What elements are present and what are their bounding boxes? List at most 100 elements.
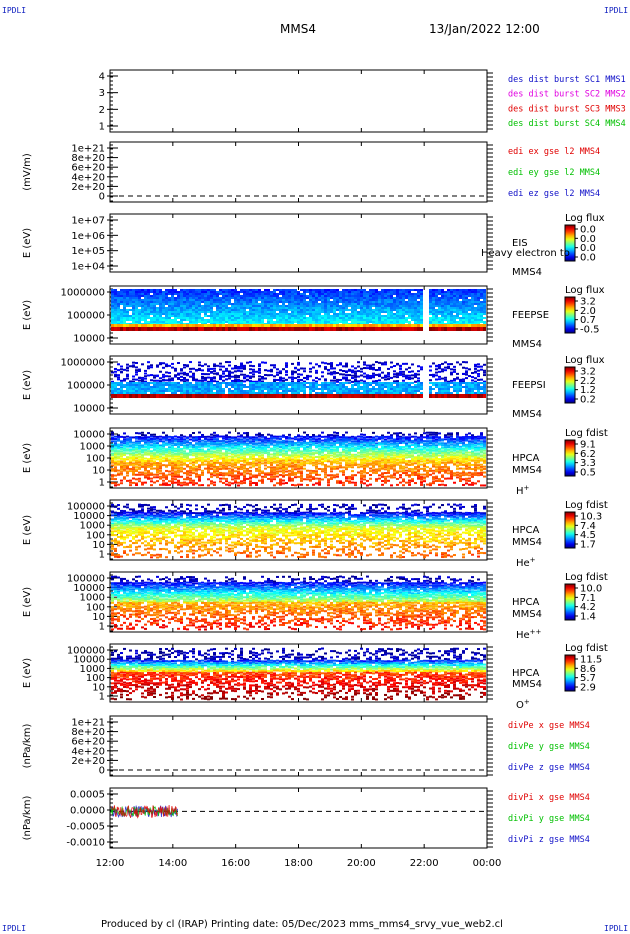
spectrogram-cell: [177, 305, 180, 307]
spectrogram-cell: [171, 293, 174, 295]
spectrogram-cell: [363, 367, 366, 370]
spectrogram-cell: [210, 309, 213, 311]
spectrogram-cell: [303, 394, 306, 398]
spectrogram-cell: [339, 382, 342, 384]
spectrogram-cell: [279, 301, 282, 303]
colorbar-tick-label: 11.5: [580, 655, 602, 666]
spectrogram-cell: [372, 372, 375, 375]
spectrogram-cell: [111, 313, 114, 315]
spectrogram-cell: [465, 297, 468, 299]
spectrogram-cell: [144, 388, 147, 390]
spectrogram-cell: [444, 369, 447, 372]
spectrogram-cell: [270, 382, 273, 384]
spectrogram-cell: [279, 321, 282, 323]
spectrogram-cell: [366, 311, 369, 313]
spectrogram-cell: [273, 291, 276, 293]
spectrogram-cell: [327, 309, 330, 311]
spectrogram-cell: [279, 315, 282, 317]
spectrogram-cell: [171, 307, 174, 309]
spectrogram-cell: [204, 303, 207, 305]
spectrogram-cell: [477, 365, 480, 368]
spectrogram-cell: [207, 307, 210, 309]
spectrogram-cell: [126, 441, 129, 444]
spectrogram-cell: [159, 324, 162, 327]
spectrogram-cell: [474, 301, 477, 303]
spectrogram-cell: [381, 309, 384, 311]
spectrogram-cell: [378, 321, 381, 323]
spectrogram-cell: [450, 392, 453, 394]
spectrogram-cell: [324, 307, 327, 309]
spectrogram-cell: [159, 311, 162, 313]
spectrogram-cell: [123, 438, 126, 441]
spectrogram-cell: [429, 317, 432, 319]
spectrogram-cell: [303, 390, 306, 392]
spectrogram-cell: [372, 295, 375, 297]
spectrogram-cell: [420, 319, 423, 321]
spectrogram-cell: [336, 295, 339, 297]
spectrogram-cell: [183, 373, 186, 376]
spectrogram-cell: [333, 313, 336, 315]
instrument-label: EIS: [512, 238, 528, 249]
panel-frame-9: [109, 715, 488, 777]
spectrogram-cell: [474, 324, 477, 327]
y-axis-label: E (eV): [22, 515, 33, 545]
spectrogram-cell: [333, 372, 336, 375]
spectrogram-cell: [204, 363, 207, 366]
spectrogram-cell: [366, 388, 369, 390]
spectrogram-cell: [225, 309, 228, 311]
spectrogram-cell: [474, 303, 477, 305]
spectrogram-cell: [117, 295, 120, 297]
spectrogram-cell: [237, 321, 240, 323]
spectrogram-cell: [429, 313, 432, 315]
spectrogram-cell: [114, 462, 117, 465]
spectrogram-cell: [258, 327, 261, 331]
spectrogram-cell: [324, 311, 327, 313]
spectrogram-cell: [339, 305, 342, 307]
spectrogram-cell: [408, 313, 411, 315]
spectrogram-cell: [117, 438, 120, 441]
colorbar-tick-label: 5.7: [580, 673, 596, 684]
spectrogram-cell: [363, 299, 366, 301]
spectrogram-cell: [396, 390, 399, 392]
spectrogram-cell: [123, 432, 126, 435]
spectrogram-cell: [126, 309, 129, 311]
spectrogram-cell: [141, 378, 144, 381]
spectrogram-cell: [396, 319, 399, 321]
spectrogram-cell: [141, 293, 144, 295]
spectrogram-cell: [390, 394, 393, 398]
spectrogram-cell: [294, 295, 297, 297]
spectrogram-cell: [285, 364, 288, 367]
spectrogram-cell: [312, 293, 315, 295]
spectrogram-cell: [120, 460, 123, 463]
spectrogram-cell: [327, 313, 330, 315]
spectrogram-cell: [381, 371, 384, 374]
spectrogram-cell: [306, 305, 309, 307]
spectrogram-cell: [228, 327, 231, 331]
spectrogram-cell: [288, 321, 291, 323]
spectrogram-cell: [417, 289, 420, 291]
spectrogram-cell: [204, 377, 207, 380]
spectrogram-cell: [288, 324, 291, 327]
spectrogram-cell: [111, 474, 114, 477]
spectrogram-cell: [441, 388, 444, 390]
spectrogram-cell: [114, 289, 117, 291]
spectrogram-cell: [282, 392, 285, 394]
spectrogram-cell: [156, 303, 159, 305]
spectrogram-cell: [288, 394, 291, 398]
spectrogram-cell: [219, 319, 222, 321]
spectrogram-cell: [162, 311, 165, 313]
spectrogram-cell: [126, 301, 129, 303]
spectrogram-cell: [330, 301, 333, 303]
spectrogram-cell: [129, 438, 132, 441]
spectrogram-cell: [264, 327, 267, 331]
spectrogram-cell: [279, 293, 282, 295]
spectrogram-cell: [372, 390, 375, 392]
spectrogram-cell: [444, 324, 447, 327]
spectrogram-cell: [171, 384, 174, 386]
spectrogram-cell: [111, 464, 114, 467]
spectrogram-cell: [447, 307, 450, 309]
spectrogram-cell: [123, 311, 126, 313]
spectrogram-cell: [432, 311, 435, 313]
spectrogram-cell: [192, 301, 195, 303]
spectrogram-cell: [432, 319, 435, 321]
